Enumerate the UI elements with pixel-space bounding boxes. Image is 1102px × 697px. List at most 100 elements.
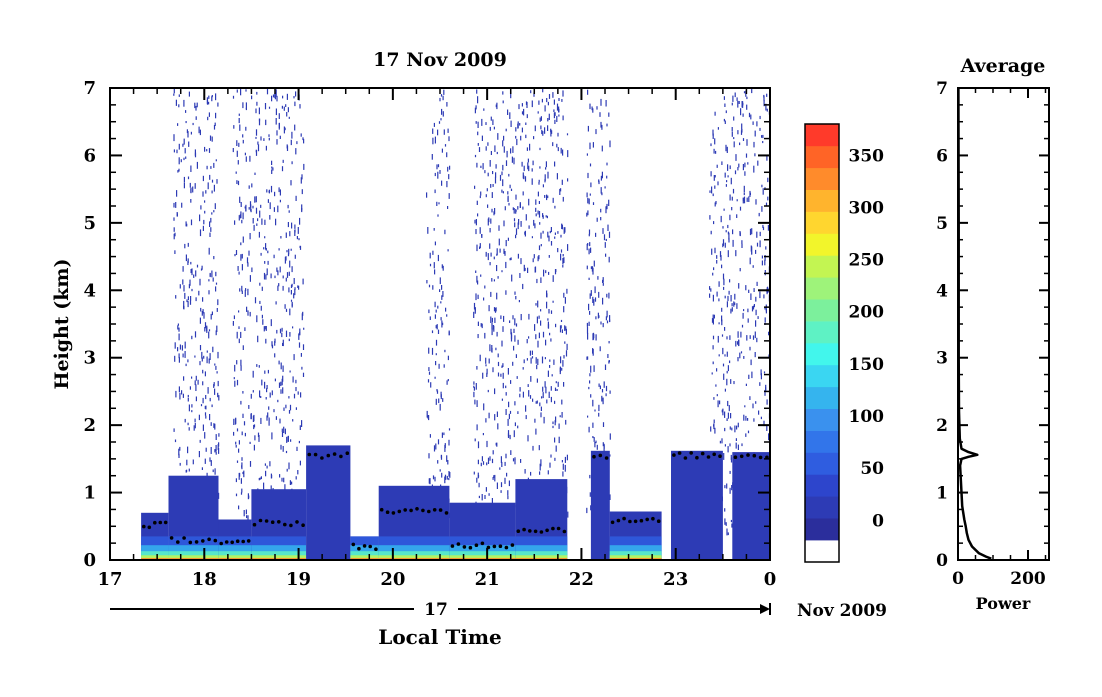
noise-speck	[272, 167, 274, 171]
noise-speck	[248, 405, 250, 409]
cloud-base-point	[616, 518, 621, 523]
noise-speck	[733, 116, 735, 121]
noise-speck	[590, 290, 592, 296]
noise-speck	[737, 422, 739, 428]
noise-speck	[731, 196, 733, 201]
noise-speck	[194, 380, 196, 386]
noise-speck	[495, 347, 497, 351]
noise-speck	[235, 444, 237, 448]
noise-speck	[493, 307, 496, 312]
noise-speck	[281, 332, 283, 338]
noise-speck	[233, 377, 235, 380]
noise-speck	[752, 335, 755, 340]
noise-speck	[502, 100, 504, 104]
noise-speck	[447, 128, 449, 133]
noise-speck	[242, 102, 244, 109]
noise-speck	[592, 422, 594, 428]
noise-speck	[720, 215, 722, 223]
noise-speck	[733, 301, 735, 307]
noise-speck	[539, 402, 541, 407]
noise-speck	[597, 276, 599, 280]
noise-speck	[549, 230, 551, 234]
noise-speck	[233, 315, 235, 320]
noise-speck	[177, 347, 179, 352]
cloud-base-point	[252, 522, 257, 527]
noise-speck	[187, 131, 189, 138]
noise-speck	[500, 482, 503, 488]
noise-speck	[266, 385, 268, 389]
noise-speck	[434, 269, 436, 275]
noise-speck	[728, 232, 730, 240]
noise-speck	[195, 375, 197, 381]
noise-speck	[496, 331, 498, 337]
noise-speck	[515, 209, 517, 212]
noise-speck	[264, 381, 266, 389]
colorbar-tick-label: 100	[849, 407, 885, 427]
noise-speck	[499, 248, 501, 253]
noise-speck	[215, 434, 217, 440]
noise-speck	[501, 461, 503, 467]
noise-speck	[510, 332, 513, 339]
noise-speck	[203, 312, 205, 319]
noise-speck	[481, 234, 483, 238]
noise-speck	[558, 106, 560, 113]
cloud-base-point	[415, 507, 419, 511]
noise-speck	[713, 423, 715, 430]
noise-speck	[527, 435, 529, 442]
noise-speck	[188, 427, 190, 431]
noise-speck	[560, 253, 562, 261]
noise-speck	[282, 275, 284, 279]
noise-speck	[750, 114, 752, 120]
noise-speck	[496, 265, 498, 272]
noise-speck	[554, 161, 556, 167]
noise-speck	[737, 331, 739, 338]
noise-speck	[260, 305, 262, 311]
noise-speck	[282, 375, 284, 382]
noise-speck	[286, 93, 288, 100]
noise-speck	[283, 126, 285, 134]
noise-speck	[473, 385, 475, 388]
noise-speck	[497, 423, 499, 430]
noise-speck	[739, 352, 741, 359]
noise-speck	[507, 237, 509, 241]
noise-speck	[501, 270, 503, 273]
noise-speck	[477, 280, 479, 285]
noise-speck	[759, 382, 761, 386]
noise-speck	[204, 200, 206, 203]
noise-speck	[491, 347, 493, 353]
noise-speck	[237, 180, 240, 186]
noise-speck	[279, 474, 281, 478]
noise-speck	[608, 360, 610, 364]
noise-speck	[183, 176, 185, 183]
noise-speck	[184, 418, 186, 423]
noise-speck	[439, 97, 441, 102]
noise-speck	[608, 292, 610, 299]
noise-speck	[723, 118, 725, 122]
colorbar-segment	[805, 343, 839, 366]
noise-speck	[260, 204, 262, 208]
noise-speck	[199, 278, 201, 286]
noise-speck	[534, 125, 536, 132]
noise-speck	[539, 117, 541, 122]
noise-speck	[718, 298, 720, 302]
noise-speck	[487, 172, 489, 177]
noise-speck	[432, 137, 434, 145]
noise-speck	[513, 430, 515, 438]
noise-speck	[286, 272, 289, 278]
noise-speck	[234, 418, 237, 425]
noise-speck	[249, 441, 251, 444]
noise-speck	[285, 277, 287, 282]
noise-speck	[554, 232, 556, 235]
noise-speck	[724, 444, 726, 447]
noise-speck	[288, 210, 290, 213]
noise-speck	[724, 485, 726, 489]
noise-speck	[606, 203, 608, 210]
noise-speck	[596, 106, 598, 110]
noise-speck	[722, 347, 724, 355]
noise-speck	[754, 352, 756, 358]
noise-speck	[187, 394, 189, 398]
noise-speck	[249, 275, 251, 282]
noise-speck	[267, 412, 269, 418]
noise-speck	[516, 376, 518, 379]
noise-speck	[185, 470, 187, 473]
